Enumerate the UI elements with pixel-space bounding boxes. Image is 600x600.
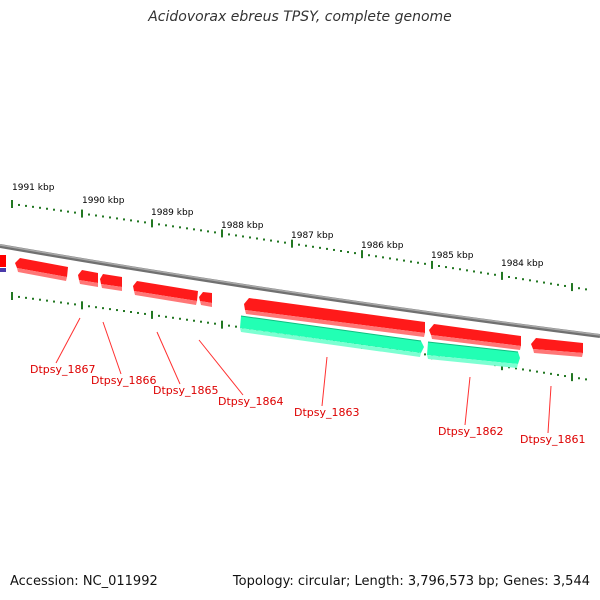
gene-1862-fwd[interactable] <box>429 324 521 350</box>
gene-label-1862: Dtpsy_1862 <box>438 425 504 438</box>
map-title: Acidovorax ebreus TPSY, complete genome <box>148 9 452 25</box>
gene-1863-fwd[interactable] <box>244 298 425 337</box>
accession-text: Accession: NC_011992 <box>10 574 158 589</box>
reverse-genes <box>240 315 520 368</box>
gene-label-1866: Dtpsy_1866 <box>91 374 157 387</box>
gene-label-1863: Dtpsy_1863 <box>294 406 360 419</box>
gene-1864[interactable] <box>199 292 212 307</box>
gene-label-1865: Dtpsy_1865 <box>153 384 219 397</box>
gene-forward[interactable] <box>0 255 6 267</box>
kbp-label-1987: 1987 kbp <box>291 231 334 241</box>
gene-edge-partial <box>0 268 6 272</box>
kbp-label-1989: 1989 kbp <box>151 208 194 218</box>
kbp-label-1985: 1985 kbp <box>431 251 474 261</box>
kbp-label-1984: 1984 kbp <box>501 259 544 269</box>
gene-1865[interactable] <box>133 281 198 305</box>
kbp-label-1990: 1990 kbp <box>82 196 125 206</box>
gene-1861[interactable] <box>531 338 583 357</box>
leader-lines <box>55 317 552 434</box>
top-scale-ticks <box>11 200 587 292</box>
gene-1866b[interactable] <box>100 274 122 291</box>
gene-1862-rev[interactable] <box>427 341 520 368</box>
kbp-label-1986: 1986 kbp <box>361 241 404 251</box>
kbp-label-1988: 1988 kbp <box>221 221 264 231</box>
genome-backbone <box>0 244 600 338</box>
gene-label-1861: Dtpsy_1861 <box>520 433 586 446</box>
kbp-label-1991: 1991 kbp <box>12 183 55 193</box>
topology-text: Topology: circular; Length: 3,796,573 bp… <box>232 574 590 589</box>
gene-label-1867: Dtpsy_1867 <box>30 363 96 376</box>
gene-1867[interactable] <box>15 258 68 281</box>
gene-1866a[interactable] <box>78 270 98 287</box>
gene-label-1864: Dtpsy_1864 <box>218 395 284 408</box>
forward-genes <box>0 255 583 357</box>
gene-1863-rev[interactable] <box>240 315 424 357</box>
genome-backbone-highlight <box>0 244 600 336</box>
